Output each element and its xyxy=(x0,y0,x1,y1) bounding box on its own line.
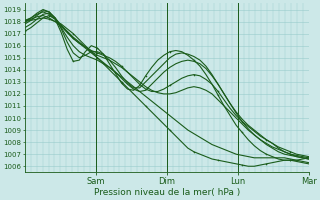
X-axis label: Pression niveau de la mer( hPa ): Pression niveau de la mer( hPa ) xyxy=(94,188,240,197)
